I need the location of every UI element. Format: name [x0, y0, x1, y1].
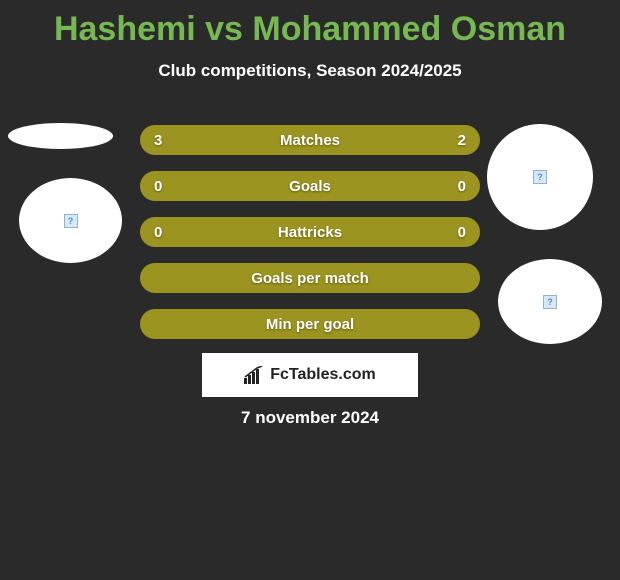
brand-chart-icon [244, 366, 266, 384]
brand-text: FcTables.com [270, 366, 376, 384]
stat-left-value: 0 [154, 178, 162, 195]
decorative-ellipse [8, 123, 113, 149]
image-placeholder-icon: ? [543, 295, 557, 309]
stat-row: 3 Matches 2 [140, 125, 480, 155]
stat-right-value: 2 [458, 132, 466, 149]
stat-left-value: 0 [154, 224, 162, 241]
stat-label: Matches [140, 132, 480, 149]
image-placeholder-icon: ? [64, 214, 78, 228]
stat-row: 0 Goals 0 [140, 171, 480, 201]
player-left-avatar-circle: ? [19, 178, 122, 263]
stat-left-value: 3 [154, 132, 162, 149]
player-right-avatar-circle-top: ? [487, 124, 593, 230]
image-placeholder-icon: ? [533, 170, 547, 184]
stat-row: 0 Hattricks 0 [140, 217, 480, 247]
player-right-avatar-circle-bottom: ? [498, 259, 602, 344]
page-title: Hashemi vs Mohammed Osman [0, 0, 620, 49]
stat-right-value: 0 [458, 224, 466, 241]
stat-label: Hattricks [140, 224, 480, 241]
stat-right-value: 0 [458, 178, 466, 195]
page-subtitle: Club competitions, Season 2024/2025 [0, 61, 620, 81]
stats-container: 3 Matches 2 0 Goals 0 0 Hattricks 0 Goal… [140, 125, 480, 355]
stat-row: Min per goal [140, 309, 480, 339]
date-label: 7 november 2024 [0, 408, 620, 428]
brand-attribution: FcTables.com [202, 353, 418, 397]
stat-label: Min per goal [140, 316, 480, 333]
stat-label: Goals per match [140, 270, 480, 287]
stat-row: Goals per match [140, 263, 480, 293]
stat-label: Goals [140, 178, 480, 195]
